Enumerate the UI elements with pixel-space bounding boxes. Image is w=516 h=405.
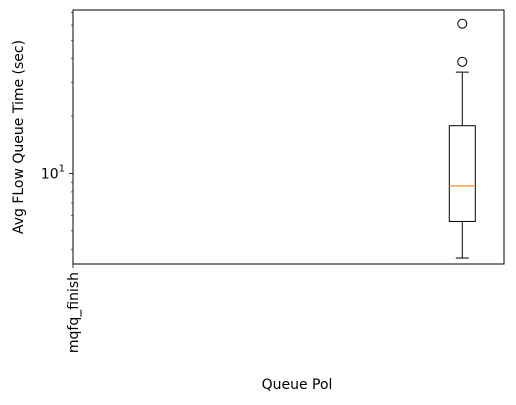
- plot-area: [73, 10, 504, 264]
- y-tick-label: 101: [41, 163, 65, 182]
- x-tick-label: mqfq_finish: [66, 272, 82, 353]
- y-axis-ticks: 101: [41, 12, 73, 249]
- y-axis-label: Avg FLow Queue Time (sec): [11, 40, 27, 234]
- x-axis-ticks: mqfq_finish: [66, 264, 82, 353]
- x-axis-label: Queue Pol: [262, 377, 333, 393]
